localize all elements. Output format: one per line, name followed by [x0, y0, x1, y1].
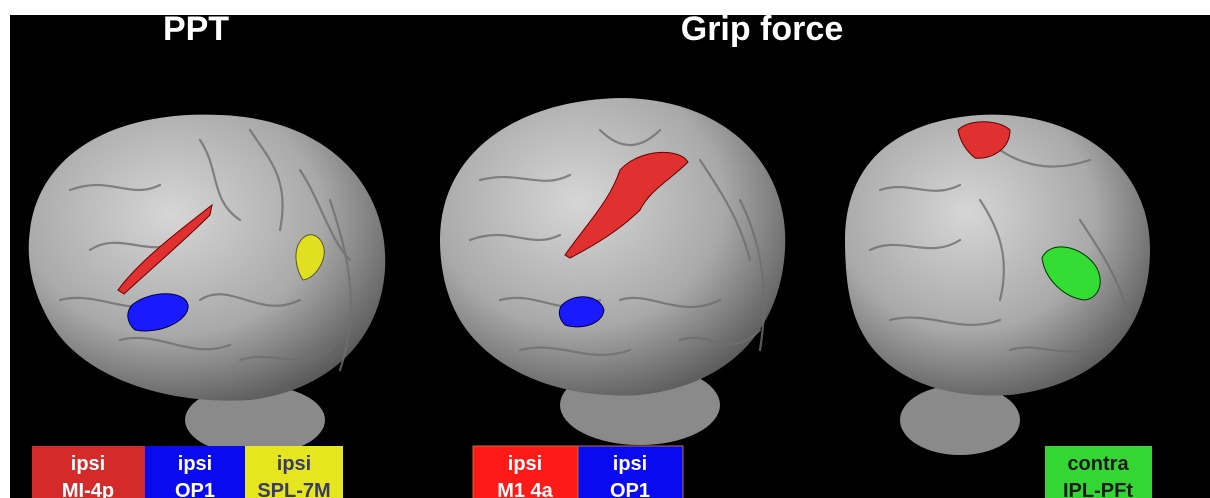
- panel-title: PPT: [163, 10, 229, 48]
- label-side: ipsi: [178, 453, 212, 475]
- label-region: OP1: [175, 480, 215, 498]
- label-region: MI-4p: [62, 480, 114, 498]
- label-side: ipsi: [508, 453, 542, 475]
- label-box: ipsi OP1: [578, 446, 683, 498]
- figure: PPT Grip force ipsi MI-4p ipsi OP1: [0, 0, 1210, 498]
- label-region: SPL-7M: [257, 480, 330, 498]
- label-side: contra: [1067, 453, 1129, 475]
- label-box: ipsi SPL-7M: [245, 446, 343, 498]
- label-region: IPL-PFt: [1063, 480, 1133, 498]
- label-box: ipsi MI-4p: [32, 446, 145, 498]
- label-region: OP1: [610, 480, 650, 498]
- label-box: contra IPL-PFt: [1045, 446, 1152, 498]
- label-side: ipsi: [277, 453, 311, 475]
- label-box: ipsi OP1: [145, 446, 245, 498]
- label-region: M1 4a: [497, 480, 553, 498]
- label-box: ipsi M1 4a: [473, 446, 578, 498]
- label-side: ipsi: [613, 453, 647, 475]
- label-side: ipsi: [71, 453, 105, 475]
- panel-title: Grip force: [681, 10, 843, 48]
